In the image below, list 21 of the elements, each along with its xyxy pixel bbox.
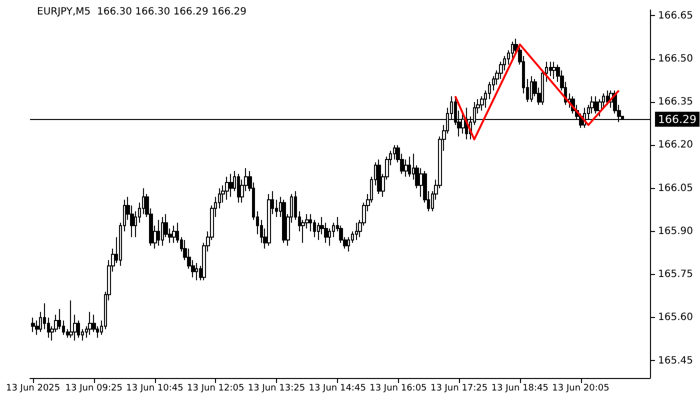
y-tick-label: 166.65	[658, 10, 693, 22]
ref-line-label: 166.29	[658, 112, 696, 126]
x-tick-label: 13 Jun 18:45	[491, 384, 549, 394]
y-tick-label: 166.50	[658, 53, 693, 64]
x-tick-label: 13 Jun 20:05	[552, 384, 610, 394]
y-tick-label: 165.75	[658, 269, 693, 280]
y-tick-label: 165.45	[658, 355, 693, 366]
x-tick-label: 13 Jun 12:05	[187, 384, 244, 394]
x-tick-label: 13 Jun 2025	[6, 384, 60, 394]
chart-title: EURJPY,M5 166.30 166.30 166.29 166.29	[37, 6, 246, 18]
x-tick-label: 13 Jun 13:25	[248, 384, 306, 394]
y-tick-label: 165.90	[658, 226, 693, 237]
x-tick-label: 13 Jun 10:45	[126, 384, 184, 394]
x-tick-label: 13 Jun 16:05	[370, 384, 427, 394]
y-tick-label: 166.05	[658, 182, 693, 194]
x-tick-label: 13 Jun 14:45	[308, 384, 366, 394]
y-tick-label: 166.20	[658, 140, 693, 151]
x-tick-label: 13 Jun 09:25	[65, 384, 122, 394]
y-tick-label: 166.35	[658, 96, 693, 108]
y-tick-label: 165.60	[658, 312, 693, 324]
x-tick-label: 13 Jun 17:25	[430, 384, 488, 394]
